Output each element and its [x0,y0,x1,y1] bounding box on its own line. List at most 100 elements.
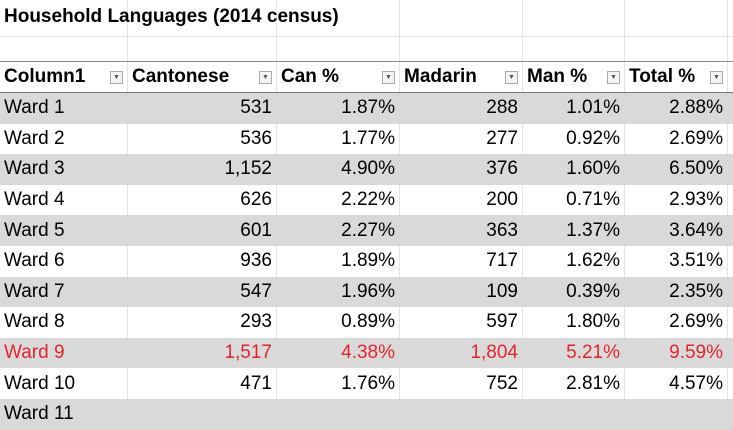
table-row: Ward 8 293 0.89% 597 1.80% 2.69% [0,307,733,338]
cell-total-pct[interactable]: 2.88% [625,93,728,124]
cell-cantonese[interactable]: 536 [128,123,277,155]
filter-dropdown-icon[interactable]: ▼ [505,70,518,84]
blank-row [0,37,733,62]
cell-mandarin[interactable]: 363 [400,215,523,246]
filter-dropdown-icon[interactable]: ▼ [259,70,272,84]
cell-can-pct[interactable]: 1.87% [277,93,400,124]
column-header-label: Cantonese [132,66,230,87]
column-header[interactable]: Can % ▼ [277,62,400,92]
cell-mandarin[interactable] [400,398,523,430]
cell-man-pct[interactable]: 0.71% [523,184,625,216]
cell-can-pct[interactable]: 0.89% [277,307,400,338]
cell-cantonese[interactable]: 293 [128,307,277,338]
cell-total-pct[interactable]: 4.57% [625,368,728,399]
cell-man-pct[interactable]: 1.60% [523,154,625,185]
cell-mandarin[interactable]: 597 [400,307,523,338]
cell-ward[interactable]: Ward 4 [0,184,128,216]
cell-ward[interactable]: Ward 3 [0,154,128,185]
header-row: Column1 ▼ Cantonese ▼ Can % ▼ Madarin ▼ Man % ▼ To… [0,62,733,93]
cell-ward[interactable]: Ward 6 [0,245,128,277]
table-row: Ward 2 536 1.77% 277 0.92% 2.69% [0,123,733,155]
cell[interactable] [400,37,523,61]
table-row: Ward 1 531 1.87% 288 1.01% 2.88% [0,93,733,124]
cell-man-pct[interactable] [523,398,625,430]
table-row: Ward 9 1,517 4.38% 1,804 5.21% 9.59% [0,337,733,369]
cell-man-pct[interactable]: 1.01% [523,93,625,124]
cell-total-pct[interactable]: 3.64% [625,215,728,246]
cell-mandarin[interactable]: 1,804 [400,337,523,369]
cell-mandarin[interactable]: 376 [400,154,523,185]
column-header[interactable]: Cantonese ▼ [128,62,277,92]
filter-dropdown-icon[interactable]: ▼ [382,70,395,84]
cell-ward[interactable]: Ward 9 [0,337,128,369]
filter-dropdown-icon[interactable]: ▼ [607,70,620,84]
cell-can-pct[interactable]: 1.96% [277,276,400,308]
cell-man-pct[interactable]: 0.92% [523,123,625,155]
cell-can-pct[interactable] [277,398,400,430]
cell-ward[interactable]: Ward 8 [0,307,128,338]
cell-cantonese[interactable]: 601 [128,215,277,246]
cell[interactable] [128,37,277,61]
cell-mandarin[interactable]: 717 [400,245,523,277]
cell-mandarin[interactable]: 288 [400,93,523,124]
cell-ward[interactable]: Ward 11 [0,398,128,430]
cell-total-pct[interactable]: 3.51% [625,245,728,277]
cell-mandarin[interactable]: 752 [400,368,523,399]
cell-mandarin[interactable]: 109 [400,276,523,308]
cell-total-pct[interactable]: 2.69% [625,307,728,338]
cell-can-pct[interactable]: 2.27% [277,215,400,246]
cell-ward[interactable]: Ward 1 [0,93,128,124]
cell-can-pct[interactable]: 1.77% [277,123,400,155]
cell-man-pct[interactable]: 5.21% [523,337,625,369]
cell-total-pct[interactable]: 2.35% [625,276,728,308]
column-header-label: Can % [281,66,340,87]
cell-can-pct[interactable]: 1.89% [277,245,400,277]
cell-can-pct[interactable]: 4.38% [277,337,400,369]
cell-mandarin[interactable]: 277 [400,123,523,155]
cell-can-pct[interactable]: 4.90% [277,154,400,185]
filter-dropdown-icon[interactable]: ▼ [710,70,723,84]
cell-mandarin[interactable]: 200 [400,184,523,216]
cell[interactable] [277,37,400,61]
cell-cantonese[interactable]: 1,517 [128,337,277,369]
title-row: Household Languages (2014 census) [0,0,733,37]
cell[interactable] [0,37,128,61]
cell-total-pct[interactable]: 9.59% [625,337,728,369]
cell-cantonese[interactable]: 547 [128,276,277,308]
cell-total-pct[interactable]: 2.93% [625,184,728,216]
cell-total-pct[interactable]: 6.50% [625,154,728,185]
cell-cantonese[interactable]: 531 [128,93,277,124]
cell-man-pct[interactable]: 2.81% [523,368,625,399]
cell-can-pct[interactable]: 1.76% [277,368,400,399]
column-header-label: Column1 [4,66,86,87]
cell-cantonese[interactable]: 1,152 [128,154,277,185]
cell-cantonese[interactable]: 626 [128,184,277,216]
cell-total-pct[interactable] [625,398,728,430]
cell-ward[interactable]: Ward 10 [0,368,128,399]
cell[interactable] [625,37,728,61]
table-row: Ward 3 1,152 4.90% 376 1.60% 6.50% [0,154,733,185]
cell[interactable] [523,37,625,61]
cell-cantonese[interactable] [128,398,277,430]
cell-man-pct[interactable]: 1.37% [523,215,625,246]
cell-can-pct[interactable]: 2.22% [277,184,400,216]
column-header-label: Madarin [404,66,477,87]
cell-cantonese[interactable]: 936 [128,245,277,277]
sheet-title[interactable]: Household Languages (2014 census) [4,6,339,27]
table-row: Ward 4 626 2.22% 200 0.71% 2.93% [0,184,733,216]
table-row: Ward 10 471 1.76% 752 2.81% 4.57% [0,368,733,399]
cell-ward[interactable]: Ward 5 [0,215,128,246]
cell-man-pct[interactable]: 1.80% [523,307,625,338]
cell-total-pct[interactable]: 2.69% [625,123,728,155]
filter-dropdown-icon[interactable]: ▼ [110,70,123,84]
cell-man-pct[interactable]: 0.39% [523,276,625,308]
column-header[interactable]: Man % ▼ [523,62,625,92]
column-header[interactable]: Total % ▼ [625,62,728,92]
cell-cantonese[interactable]: 471 [128,368,277,399]
cell-man-pct[interactable]: 1.62% [523,245,625,277]
cell-ward[interactable]: Ward 7 [0,276,128,308]
column-header[interactable]: Column1 ▼ [0,62,128,92]
cell-ward[interactable]: Ward 2 [0,123,128,155]
column-header[interactable]: Madarin ▼ [400,62,523,92]
